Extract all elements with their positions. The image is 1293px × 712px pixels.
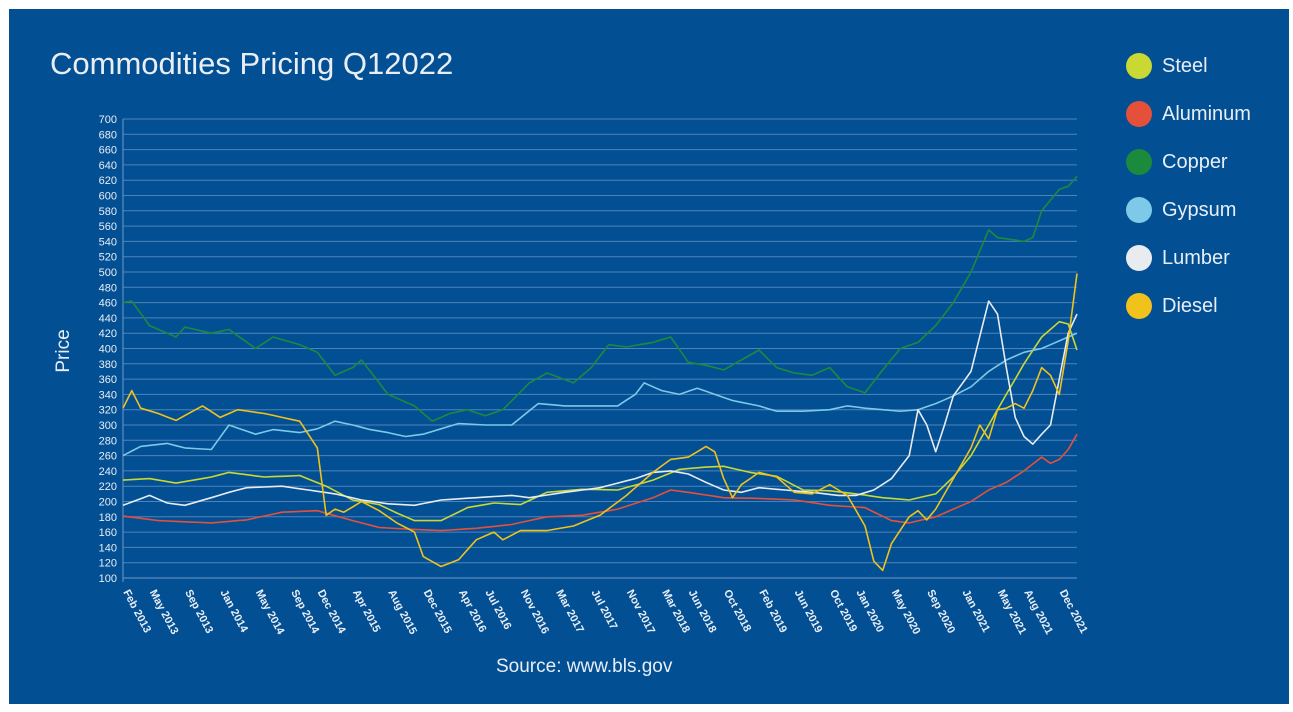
y-tick-label: 200 [99, 497, 117, 509]
y-tick-label: 360 [99, 374, 117, 386]
y-tick-label: 520 [99, 252, 117, 264]
legend-item-aluminum: Aluminum [1126, 90, 1251, 138]
y-tick-label: 540 [99, 236, 117, 248]
y-tick-label: 260 [99, 451, 117, 463]
legend-swatch [1126, 197, 1152, 223]
x-tick-label: Sep 2013 [182, 588, 215, 636]
x-tick-label: Dec 2021 [1057, 588, 1090, 636]
legend-item-copper: Copper [1126, 138, 1251, 186]
x-tick-label: Feb 2019 [756, 588, 789, 635]
x-tick-label: Nov 2016 [518, 588, 551, 636]
legend-label: Steel [1162, 54, 1208, 77]
legend-label: Aluminum [1162, 102, 1251, 125]
y-tick-label: 460 [99, 298, 117, 310]
y-tick-label: 500 [99, 267, 117, 279]
legend-swatch [1126, 53, 1152, 79]
legend-item-lumber: Lumber [1126, 234, 1251, 282]
source-note: Source: www.bls.gov [496, 656, 673, 677]
y-tick-label: 320 [99, 405, 117, 417]
x-tick-label: Jan 2021 [960, 588, 992, 635]
chart-title: Commodities Pricing Q12022 [50, 46, 454, 81]
y-tick-label: 120 [99, 558, 117, 570]
legend-item-diesel: Diesel [1126, 282, 1251, 330]
y-tick-label: 440 [99, 313, 117, 325]
legend-label: Lumber [1162, 246, 1230, 269]
legend-label: Copper [1162, 150, 1228, 173]
y-tick-label: 280 [99, 435, 117, 447]
x-tick-label: Apr 2015 [350, 588, 382, 635]
series-line-steel [122, 320, 1078, 522]
legend-swatch [1126, 101, 1152, 127]
y-tick-label: 600 [99, 191, 117, 203]
y-tick-label: 580 [99, 206, 117, 218]
y-tick-label: 660 [99, 145, 117, 157]
y-tick-label: 420 [99, 328, 117, 340]
x-tick-label: Jun 2019 [792, 588, 825, 635]
y-tick-label: 140 [99, 542, 117, 554]
y-tick-label: 480 [99, 282, 117, 294]
y-tick-label: 560 [99, 221, 117, 233]
legend-item-steel: Steel [1126, 42, 1251, 90]
y-tick-label: 680 [99, 129, 117, 141]
series-line-copper [122, 175, 1078, 422]
legend-swatch [1126, 293, 1152, 319]
y-tick-label: 100 [99, 573, 117, 585]
y-tick-label: 640 [99, 160, 117, 172]
series-line-lumber [122, 300, 1078, 507]
series-line-diesel [122, 273, 1078, 572]
x-tick-label: Sep 2020 [924, 588, 957, 636]
y-tick-label: 240 [99, 466, 117, 478]
y-tick-label: 340 [99, 389, 117, 401]
x-tick-label: Dec 2015 [421, 588, 454, 636]
x-tick-label: Jul 2017 [589, 588, 620, 632]
x-tick-label: May 2014 [253, 588, 287, 638]
y-tick-label: 620 [99, 175, 117, 187]
y-tick-label: 700 [99, 114, 117, 126]
legend-label: Gypsum [1162, 198, 1237, 221]
x-tick-label: Nov 2017 [624, 588, 657, 636]
chart-panel [9, 9, 1289, 704]
x-tick-label: Mar 2017 [553, 588, 586, 635]
x-tick-label: May 2020 [889, 588, 923, 637]
y-tick-label: 180 [99, 512, 117, 524]
legend-item-gypsum: Gypsum [1126, 186, 1251, 234]
legend-swatch [1126, 149, 1152, 175]
y-tick-label: 160 [99, 527, 117, 539]
y-tick-label: 220 [99, 481, 117, 493]
y-tick-label: 300 [99, 420, 117, 432]
y-tick-label: 400 [99, 344, 117, 356]
series-line-aluminum [122, 433, 1078, 532]
legend: Steel Aluminum Copper Gypsum Lumber Diesel [1126, 42, 1251, 330]
x-tick-label: Oct 2018 [721, 588, 753, 634]
x-tick-label: Aug 2015 [385, 588, 419, 637]
x-tick-label: Jan 2014 [218, 588, 251, 635]
y-tick-label: 380 [99, 359, 117, 371]
legend-label: Diesel [1162, 294, 1218, 317]
legend-swatch [1126, 245, 1152, 271]
